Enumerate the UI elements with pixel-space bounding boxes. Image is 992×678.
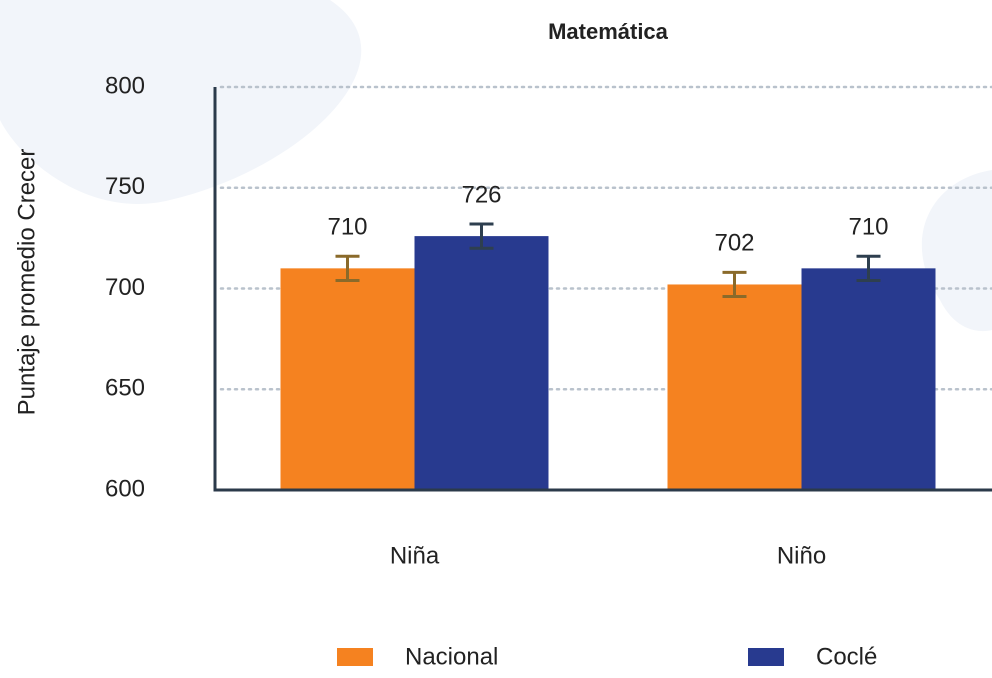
background-shape: [0, 0, 362, 204]
error-bar: [335, 254, 360, 282]
x-tick-label: Niño: [777, 542, 826, 569]
bar: [667, 284, 802, 490]
y-tick-label: 650: [105, 375, 145, 402]
legend-label: Coclé: [816, 643, 877, 670]
y-tick-label: 750: [105, 173, 145, 200]
data-label: 702: [714, 230, 754, 257]
data-label: 710: [327, 214, 367, 241]
y-tick-label: 700: [105, 274, 145, 301]
chart-title: Matemática: [548, 19, 669, 44]
background-shape: [921, 170, 992, 332]
error-bar: [856, 254, 881, 282]
bar: [414, 236, 549, 490]
data-label: 710: [848, 214, 888, 241]
legend-swatch: [337, 648, 373, 666]
bar: [801, 268, 936, 490]
x-tick-label: Niña: [390, 542, 440, 569]
legend-swatch: [748, 648, 784, 666]
y-tick-label: 600: [105, 475, 145, 502]
error-bar: [722, 270, 747, 299]
bar: [280, 268, 415, 490]
legend-label: Nacional: [405, 643, 498, 670]
y-tick-label: 800: [105, 72, 145, 99]
error-bar: [469, 222, 494, 250]
data-label: 726: [461, 181, 501, 208]
y-axis-label: Puntaje promedio Crecer: [13, 149, 40, 416]
